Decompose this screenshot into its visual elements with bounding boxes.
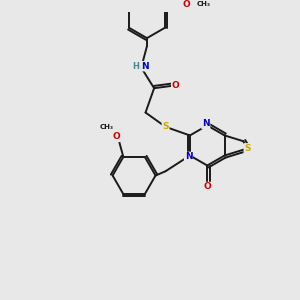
Text: H: H — [133, 62, 140, 71]
Text: CH₃: CH₃ — [99, 124, 113, 130]
Text: N: N — [185, 152, 192, 161]
Text: N: N — [141, 62, 148, 71]
Text: CH₃: CH₃ — [197, 1, 211, 7]
Text: S: S — [162, 122, 169, 131]
Text: O: O — [182, 0, 190, 9]
Text: S: S — [244, 144, 251, 153]
Text: O: O — [172, 81, 179, 90]
Text: N: N — [202, 119, 210, 128]
Text: O: O — [112, 132, 120, 141]
Text: O: O — [203, 182, 211, 191]
